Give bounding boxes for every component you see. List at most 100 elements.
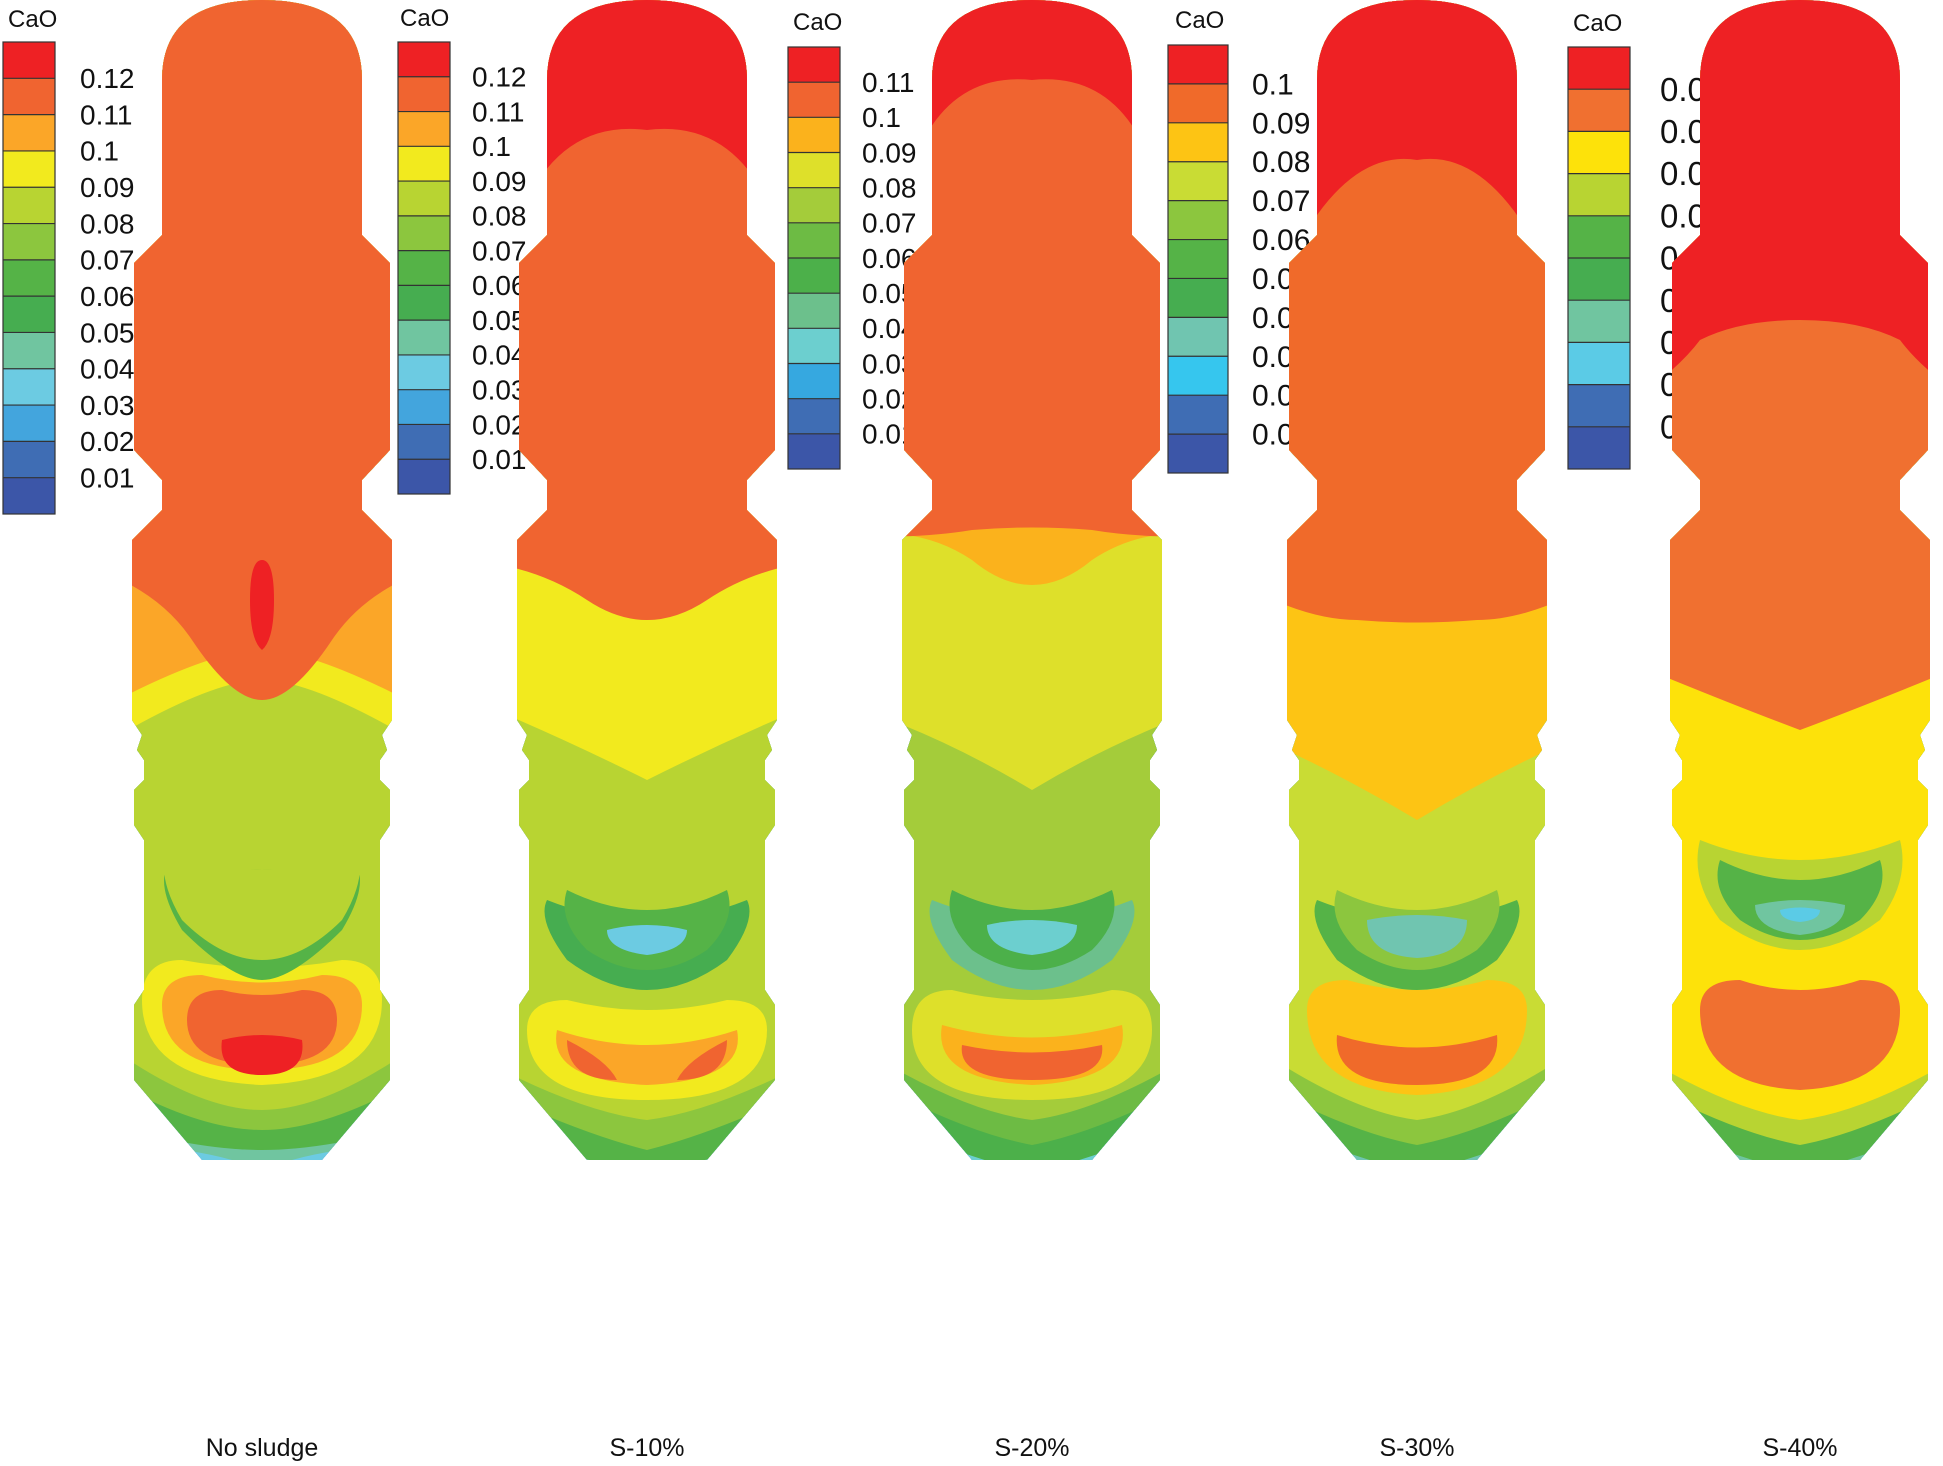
legend-swatch [1568, 300, 1630, 343]
legend-swatch [3, 477, 55, 515]
legend-swatch [3, 332, 55, 370]
legend-swatch [788, 328, 840, 364]
contour-bands [1287, 0, 1547, 1160]
contour-band [1367, 915, 1467, 958]
legend-swatch [398, 285, 450, 321]
legend-tick-label: 0.07 [80, 245, 135, 276]
legend-swatch [3, 42, 55, 79]
caption-s-40: S-40% [1762, 1434, 1837, 1462]
legend-swatch [398, 76, 450, 113]
legend-tick-label: 0.09 [472, 166, 527, 197]
contour-bands [902, 0, 1162, 1160]
contour-band [1670, 0, 1930, 420]
legend-swatch [1568, 215, 1630, 259]
contour-band [132, 0, 392, 1065]
legend-tick-label: 0.06 [472, 270, 527, 301]
contour-panel-s-20: CaO0.110.10.090.080.070.060.050.040.030.… [787, 0, 1162, 1462]
legend-swatch [788, 433, 840, 470]
legend-tick-label: 0.1 [472, 131, 511, 162]
legend-tick-label: 0.12 [472, 62, 527, 93]
legend-swatch [1168, 161, 1228, 202]
legend-swatch [1568, 173, 1630, 217]
contour-band [902, 0, 1162, 1080]
legend-swatch [788, 82, 840, 118]
legend-tick-label: 0.08 [472, 201, 527, 232]
caption-s-30: S-30% [1379, 1434, 1454, 1462]
legend-border [397, 41, 451, 495]
furnace-contour-no-sludge [132, 0, 392, 1160]
legend-swatch [1168, 395, 1228, 435]
legend-tick-label: 0.11 [472, 96, 524, 127]
contour-bands [132, 0, 392, 1160]
legend-tick-label: 0.05 [472, 305, 527, 336]
contour-panel-no-sludge: CaO 0.12 0.11 0.1 0.09 0.08 0.07 0.06 0.05 0.04 0.… [2, 0, 392, 1462]
legend-swatch [3, 150, 55, 188]
legend-title: CaO [8, 6, 57, 33]
legend-panel-no-sludge: CaO 0.12 0.11 0.1 0.09 0.08 0.07 0.06 0.05 0.04 0.… [2, 6, 135, 515]
legend-title: CaO [793, 9, 842, 36]
legend-tick-label: 0.07 [862, 208, 917, 239]
furnace-contour-s-10 [517, 0, 777, 1160]
legend-swatch [1168, 200, 1228, 241]
caption-no-sludge: No sludge [206, 1434, 319, 1462]
legend-panel-s-20: CaO0.110.10.090.080.070.060.050.040.030.… [787, 9, 917, 470]
legend-swatch [398, 215, 450, 252]
legend-tick-label: 0.09 [1252, 107, 1310, 140]
legend-tick-label: 0.1 [80, 136, 119, 167]
legend-tick-label: 0.03 [472, 374, 527, 405]
furnace-contour-s-20 [902, 0, 1162, 1160]
legend-swatch [398, 181, 450, 217]
contour-panel-s-40: CaO0.090.080.070.060.050.040.030.020.01 … [1567, 0, 1930, 1462]
legend-swatch [788, 398, 840, 435]
contour-band [517, 0, 777, 1080]
caption-s-10: S-10% [609, 1434, 684, 1462]
legend-tick-label: 0.03 [80, 390, 135, 421]
legend-tick-label: 0.1 [862, 102, 901, 133]
legend-title: CaO [1573, 10, 1622, 37]
legend-swatch [1568, 89, 1630, 132]
legend-swatch [1168, 239, 1228, 279]
contour-band [1780, 907, 1820, 922]
contour-band [987, 920, 1077, 955]
legend-swatch [1168, 83, 1228, 124]
legend-tick-label: 0.02 [472, 409, 527, 440]
legend-tick-label: 0.08 [862, 172, 917, 203]
legend-swatch [788, 222, 840, 259]
legend-border [1567, 46, 1631, 470]
legend-swatch [1168, 356, 1228, 396]
legend-tick-label: 0.01 [80, 462, 135, 493]
legend-swatch [3, 223, 55, 261]
caption-s-20: S-20% [994, 1434, 1069, 1462]
legend-swatch [3, 368, 55, 406]
legend-border [787, 46, 841, 470]
furnace-contour-s-40 [1670, 0, 1930, 1160]
legend-swatch [398, 111, 450, 147]
legend-title: CaO [1175, 7, 1224, 34]
legend-swatch [1568, 258, 1630, 301]
contour-band [164, 840, 360, 960]
legend-title: CaO [400, 5, 449, 32]
contour-band [1287, 0, 1547, 1085]
legend-swatch [788, 293, 840, 329]
contour-bands [1670, 0, 1930, 1160]
legend-swatch [788, 152, 840, 189]
legend-swatch [3, 114, 55, 152]
furnace-contour-s-30 [1287, 0, 1547, 1160]
legend-swatch [1168, 278, 1228, 318]
legend-swatch [398, 424, 450, 460]
legend-tick-label: 0.07 [472, 235, 527, 266]
legend-tick-label: 0.08 [1252, 146, 1310, 179]
legend-tick-label: 0.09 [862, 137, 917, 168]
legend-tick-label: 0.11 [862, 67, 914, 98]
legend-tick-label: 0.04 [80, 354, 135, 385]
legend-panel-s-10: CaO0.120.110.10.090.080.070.060.050.040.… [397, 5, 527, 495]
legend-swatch [398, 146, 450, 182]
legend-swatch [3, 78, 55, 116]
legend-swatch [1168, 317, 1228, 357]
contour-bands [517, 0, 777, 1160]
contour-panel-s-10: CaO0.120.110.10.090.080.070.060.050.040.… [397, 0, 777, 1462]
legend-swatch [1168, 45, 1228, 85]
legend-tick-label: 0.02 [80, 426, 135, 457]
legend-tick-label: 0.09 [80, 172, 135, 203]
legend-swatch [1568, 426, 1630, 470]
